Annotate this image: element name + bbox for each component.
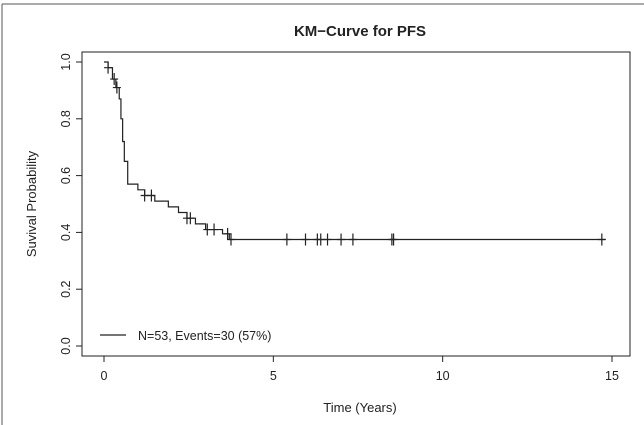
chart-title: KM−Curve for PFS [294, 23, 426, 40]
x-axis-label: Time (Years) [323, 400, 396, 415]
x-tick-label: 5 [270, 369, 277, 383]
censor-mark [112, 81, 121, 94]
censor-mark [337, 233, 346, 246]
legend-label: N=53, Events=30 (57%) [138, 329, 271, 343]
censor-mark [282, 233, 291, 246]
censor-mark [203, 223, 212, 236]
y-axis: 0.0 0.2 0.4 0.6 0.8 1.0 [59, 53, 83, 355]
y-tick-label: 0.4 [59, 224, 73, 241]
y-axis-label: Suvival Probability [24, 150, 39, 257]
y-tick-label: 0.2 [59, 280, 73, 297]
censor-mark [316, 233, 325, 246]
censor-mark [389, 233, 398, 246]
x-tick-label: 15 [605, 369, 619, 383]
y-tick-label: 0.6 [59, 167, 73, 184]
y-tick-label: 1.0 [59, 53, 73, 70]
censor-mark [348, 233, 357, 246]
legend: N=53, Events=30 (57%) [100, 329, 271, 343]
x-tick-label: 10 [436, 369, 450, 383]
censor-mark [104, 61, 113, 74]
censor-mark [147, 189, 156, 202]
x-axis: 0 5 10 15 [101, 355, 619, 383]
censor-mark [110, 73, 119, 86]
y-tick-label: 0.0 [59, 337, 73, 354]
x-tick-label: 0 [101, 369, 108, 383]
censor-mark [140, 189, 149, 202]
censor-mark [223, 227, 232, 240]
censor-mark [186, 212, 195, 225]
censor-mark [597, 233, 606, 246]
y-tick-label: 0.8 [59, 110, 73, 127]
censor-mark [323, 233, 332, 246]
censor-mark [210, 223, 219, 236]
series-group [104, 61, 606, 246]
censor-mark [301, 233, 310, 246]
censor-mark [227, 233, 235, 246]
